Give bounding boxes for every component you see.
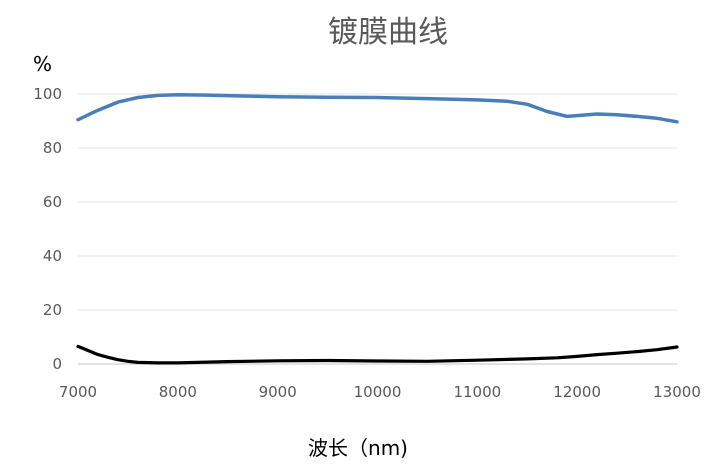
x-tick-label: 7000 bbox=[59, 383, 97, 401]
x-tick-labels: 7000 8000 9000 10000 11000 12000 13000 bbox=[59, 383, 701, 401]
x-tick-label: 13000 bbox=[653, 383, 701, 401]
series-line-1 bbox=[76, 93, 679, 124]
series-lines bbox=[76, 93, 679, 365]
y-tick-label: 20 bbox=[43, 301, 62, 319]
y-tick-label: 60 bbox=[43, 193, 62, 211]
chart-title: 镀膜曲线 bbox=[328, 15, 448, 50]
x-tick-label: 9000 bbox=[259, 383, 297, 401]
x-tick-label: 12000 bbox=[553, 383, 601, 401]
y-tick-label: 0 bbox=[52, 355, 62, 373]
x-tick-label: 11000 bbox=[453, 383, 501, 401]
x-tick-label: 10000 bbox=[354, 383, 402, 401]
gridlines bbox=[78, 93, 677, 365]
x-axis-label: 波长（nm) bbox=[308, 436, 408, 460]
y-tick-label: 80 bbox=[43, 139, 62, 157]
series-line-2 bbox=[76, 344, 679, 365]
x-tick-label: 8000 bbox=[159, 383, 197, 401]
y-tick-labels: 0 20 40 60 80 100 bbox=[33, 85, 62, 373]
y-tick-label: 100 bbox=[33, 85, 62, 103]
y-tick-label: 40 bbox=[43, 247, 62, 265]
y-axis-unit-label: % bbox=[33, 52, 52, 76]
